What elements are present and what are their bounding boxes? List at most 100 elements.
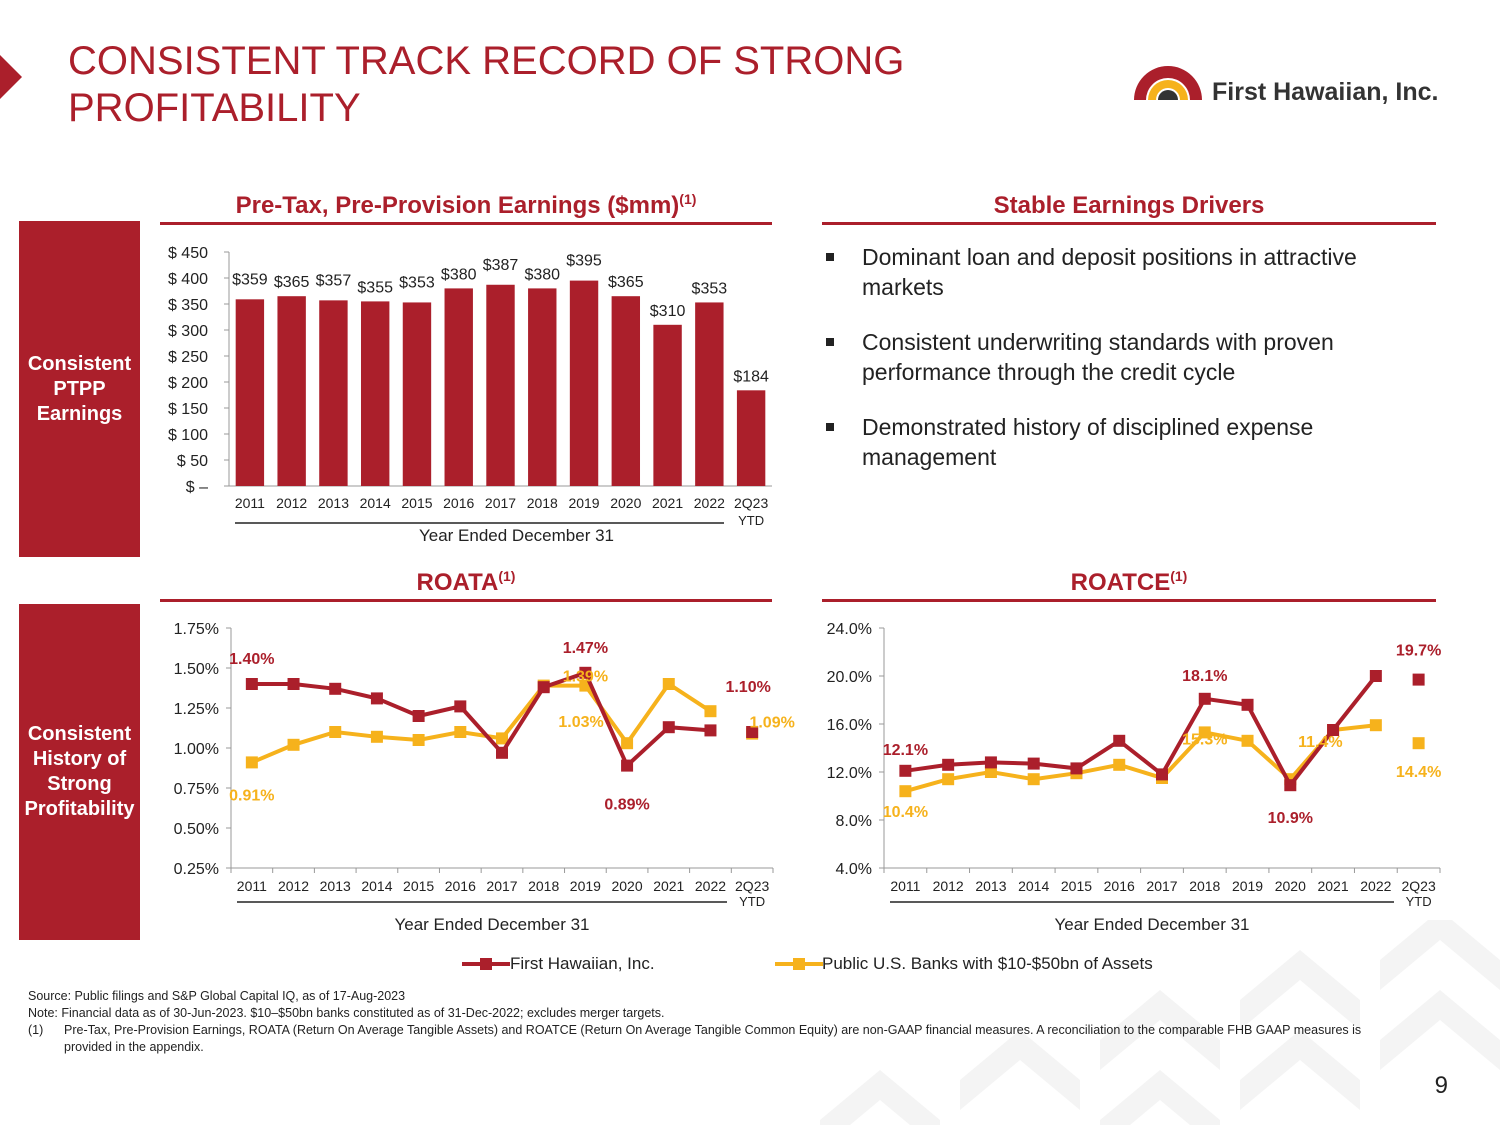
bar-value-label: $310 — [650, 303, 686, 320]
x-tick-label: 2020 — [610, 495, 641, 511]
data-label: 0.91% — [229, 787, 274, 804]
y-tick-label: 1.00% — [174, 741, 219, 758]
sidebar-ptpp-line: PTPP — [53, 377, 106, 400]
bar — [569, 280, 599, 486]
fhb-data-point — [412, 710, 425, 722]
company-logo: First Hawaiian, Inc. — [1130, 62, 1460, 110]
x-tick-label: 2019 — [1232, 878, 1263, 894]
legend-peers-label: Public U.S. Banks with $10-$50bn of Asse… — [822, 954, 1153, 973]
bar-value-label: $365 — [608, 274, 644, 291]
bar-value-label: $184 — [733, 368, 769, 385]
bar — [402, 302, 432, 486]
y-tick-label: $ 450 — [168, 245, 208, 262]
x-tick-label: 2021 — [653, 878, 684, 894]
peer-data-point — [329, 726, 342, 738]
peer-data-point — [984, 766, 997, 778]
y-tick-label: 1.50% — [174, 661, 219, 678]
ptpp-bar-chart: $ – $ 50 $ 100 $ 150 $ 200 $ 250 $ 300 $ 350 $ 4… — [168, 245, 772, 545]
peer-data-point — [662, 678, 675, 690]
y-tick-label: $ 200 — [168, 375, 208, 392]
x-tick-label: 2013 — [320, 878, 351, 894]
fhb-data-point — [1070, 762, 1083, 775]
page-number: 9 — [1434, 1072, 1448, 1099]
fhb-data-point — [621, 759, 634, 772]
peer-data-point — [1113, 758, 1126, 771]
fhb-data-point — [579, 666, 592, 679]
roata-title-text: ROATA — [416, 569, 499, 596]
x-tick-label: 2016 — [1104, 878, 1135, 894]
data-label: 10.4% — [883, 804, 928, 821]
x-tick-label: 2011 — [890, 878, 920, 894]
bar-value-label: $359 — [232, 271, 268, 288]
data-label: 0.89% — [604, 797, 649, 814]
drivers-title-rule — [822, 222, 1436, 225]
data-label: 1.10% — [725, 679, 770, 696]
sidebar-history-line: Consistent — [27, 723, 132, 745]
data-label: 18.1% — [1182, 668, 1227, 685]
y-tick-label: 12.0% — [827, 765, 872, 782]
bar-value-label: $355 — [357, 279, 393, 296]
y-tick-label: 1.75% — [174, 621, 219, 638]
data-label: 1.39% — [563, 669, 608, 686]
x-tick-label: 2015 — [1061, 878, 1092, 894]
bar — [736, 390, 766, 486]
y-tick-label: $ 100 — [168, 427, 208, 444]
x-tick-label: 2012 — [933, 878, 964, 894]
peer-data-point — [496, 732, 508, 745]
page-title-line2: PROFITABILITY — [68, 86, 361, 130]
fhb-data-point — [537, 681, 550, 694]
x-tick-label: 2016 — [445, 878, 476, 894]
x-tick-label: 2022 — [694, 495, 725, 511]
footnotes: Source: Public filings and S&P Global Ca… — [28, 988, 1388, 1056]
logo-mark-icon — [1134, 66, 1202, 100]
x-tick-label: 2021 — [1317, 878, 1348, 894]
legend-peers-icon — [775, 958, 823, 970]
peer-series-line — [904, 723, 1377, 794]
roata-line-chart: 0.25% 0.50% 0.75% 1.00% 1.25% 1.50% 1.75% 2011 2… — [174, 621, 795, 934]
background-pattern — [820, 920, 1500, 1125]
bar — [695, 302, 724, 486]
bar-value-label: $395 — [566, 253, 602, 270]
y-tick-label: 20.0% — [827, 669, 872, 686]
x-tick-sub-label: YTD — [738, 513, 764, 528]
drivers-item-text: Demonstrated history of disciplined expe… — [862, 414, 1314, 470]
bar — [319, 300, 348, 486]
bar-value-label: $387 — [483, 257, 519, 274]
bar — [611, 296, 641, 486]
bar — [486, 284, 515, 486]
x-tick-label: 2017 — [486, 878, 517, 894]
x-tick-label: 2011 — [235, 495, 265, 511]
fhb-data-point — [1327, 724, 1340, 736]
x-tick-label: 2Q23 — [734, 495, 768, 511]
bar — [653, 324, 682, 486]
fhb-data-point — [245, 678, 258, 690]
sidebar-history-line: Profitability — [24, 798, 135, 820]
peer-data-point — [287, 738, 300, 751]
sidebar-history-line: History of — [32, 748, 127, 770]
y-tick-label: 16.0% — [827, 717, 872, 734]
x-tick-label: 2022 — [1360, 878, 1391, 894]
bar — [528, 288, 557, 486]
fhb-series-line — [251, 670, 711, 769]
fhb-data-point — [1156, 768, 1168, 781]
fhb-data-point — [746, 726, 759, 738]
roata-title-sup: (1) — [498, 568, 516, 584]
data-label: 1.47% — [563, 640, 608, 657]
fhb-data-point — [1027, 757, 1040, 770]
roatce-line-chart: 4.0% 8.0% 12.0% 16.0% 20.0% 24.0% 2011 2012 2013… — [827, 621, 1442, 934]
bar-value-label: $357 — [316, 272, 352, 289]
sidebar-history: Consistent History of Strong Profitabili… — [19, 604, 140, 940]
legend-fhb-icon — [462, 958, 510, 970]
x-tick-label: 2018 — [1189, 878, 1220, 894]
fhb-data-point — [942, 758, 955, 771]
sidebar-ptpp: Consistent PTPP Earnings — [19, 221, 140, 557]
sidebar-history-line: Strong — [47, 773, 112, 795]
x-tick-label: 2Q23 — [735, 878, 769, 894]
bullet-square-icon — [826, 338, 834, 346]
x-tick-label: 2015 — [401, 495, 432, 511]
peer-data-point — [1412, 737, 1425, 750]
fhb-data-point — [984, 756, 997, 769]
x-tick-label: 2014 — [360, 495, 391, 511]
y-tick-label: 0.75% — [174, 781, 219, 798]
data-label: 1.40% — [229, 651, 274, 668]
